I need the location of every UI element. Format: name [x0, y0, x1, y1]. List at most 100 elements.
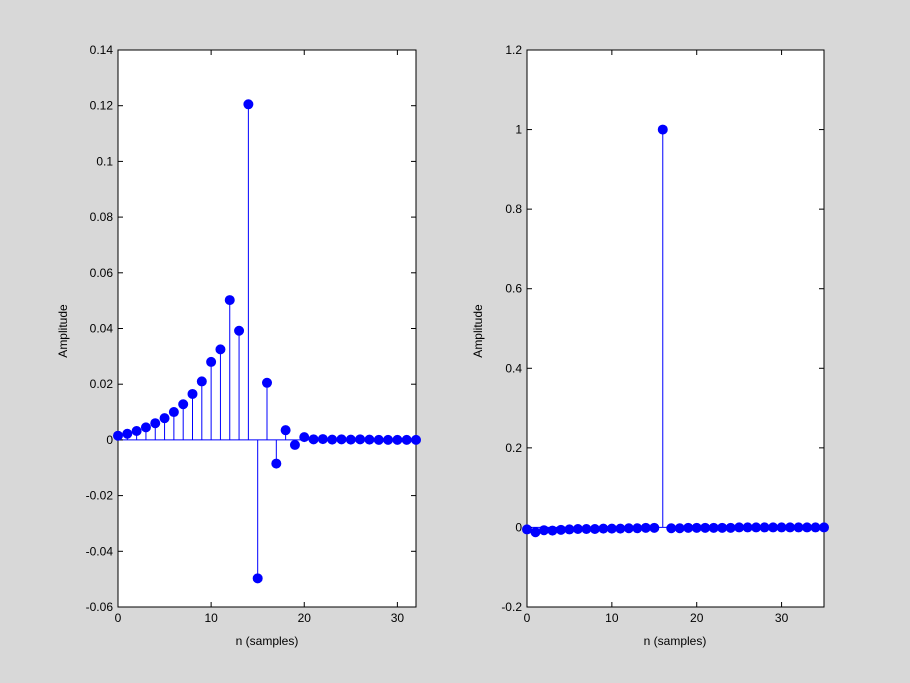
left-stem-marker — [401, 434, 412, 445]
left-ytick-label: 0.02 — [90, 377, 114, 391]
left-stem-marker — [271, 458, 282, 469]
left-xtick-label: 20 — [298, 611, 312, 625]
right-stem-marker — [606, 523, 617, 534]
left-stem-marker — [113, 430, 123, 441]
left-stem-marker — [308, 434, 319, 445]
left-stem-marker — [178, 399, 189, 410]
left-stem-marker — [206, 356, 217, 367]
left-ytick-label: -0.02 — [86, 489, 114, 503]
right-stem-marker — [615, 523, 626, 534]
right-stem-marker — [522, 524, 532, 535]
right-stem-marker — [717, 522, 728, 533]
right-stem-marker — [725, 522, 736, 533]
left-plot-area — [117, 49, 417, 608]
right-stem-marker — [555, 524, 566, 535]
left-ytick-label: 0 — [106, 433, 113, 447]
left-stem-marker — [280, 425, 291, 436]
left-stem-marker — [299, 432, 310, 443]
right-stem-marker — [708, 522, 719, 533]
right-stem-marker — [581, 524, 592, 535]
right-ytick-label: -0.2 — [501, 600, 522, 614]
right-stem-marker — [572, 524, 583, 535]
right-xlabel: n (samples) — [644, 634, 707, 648]
left-stem-marker — [355, 434, 366, 445]
left-stem-marker — [392, 434, 403, 445]
right-xtick-label: 0 — [524, 611, 531, 625]
left-stem-marker — [131, 425, 142, 436]
right-stem-marker — [700, 522, 711, 533]
right-ytick-label: 0.2 — [505, 441, 522, 455]
right-plot-area — [526, 49, 825, 608]
right-stem-marker — [751, 522, 762, 533]
right-stem-marker — [691, 522, 702, 533]
left-stem-marker — [196, 376, 207, 387]
left-stem-marker — [150, 418, 161, 429]
left-stem-marker — [234, 325, 245, 336]
left-ytick-label: -0.06 — [86, 600, 114, 614]
left-xtick-label: 10 — [204, 611, 218, 625]
right-xtick-label: 10 — [605, 611, 619, 625]
right-stem-marker — [589, 524, 600, 535]
left-ylabel: Amplitude — [56, 304, 70, 358]
right-stem-marker — [768, 522, 779, 533]
left-ytick-label: -0.04 — [86, 544, 114, 558]
right-stem-marker — [538, 525, 549, 536]
right-stem-marker — [632, 523, 643, 534]
right-stem-marker — [623, 523, 634, 534]
right-stem-marker — [776, 522, 787, 533]
left-ytick-label: 0.14 — [90, 43, 114, 57]
right-stem-marker — [640, 522, 651, 533]
left-stem-marker — [140, 422, 151, 433]
left-stem-marker — [336, 434, 347, 445]
left-stem-marker — [168, 407, 179, 418]
right-stem-marker — [793, 522, 804, 533]
right-stem-marker — [759, 522, 770, 533]
left-stem-marker — [317, 434, 328, 445]
left-stem-marker — [411, 434, 421, 445]
left-stem-plot: -0.06 -0.04 -0.02 0 0.02 0.04 0.06 0.08 0.1 0.12 0… — [56, 43, 421, 648]
right-xtick-label: 20 — [690, 611, 704, 625]
right-stem-marker — [785, 522, 796, 533]
left-stem-marker — [187, 388, 198, 399]
left-stem-marker — [122, 428, 133, 439]
right-stem-marker — [674, 523, 685, 534]
left-ytick-label: 0.12 — [90, 99, 114, 113]
right-ytick-label: 1.2 — [505, 43, 522, 57]
left-ytick-label: 0.06 — [90, 266, 114, 280]
right-ytick-label: 0.4 — [505, 361, 522, 375]
left-xtick-label: 30 — [391, 611, 405, 625]
right-stem-marker — [742, 522, 753, 533]
right-stem-marker — [683, 522, 694, 533]
right-stem-marker — [564, 524, 575, 535]
right-xtick-label: 30 — [775, 611, 789, 625]
left-stem-marker — [345, 434, 356, 445]
right-stem-marker — [598, 523, 609, 534]
right-stem-marker — [649, 522, 660, 533]
right-stem-marker — [734, 522, 745, 533]
right-ytick-label: 0.8 — [505, 202, 522, 216]
right-stem-marker — [657, 124, 668, 135]
left-stem-marker — [243, 99, 254, 110]
left-stem-marker — [327, 434, 338, 445]
right-ytick-label: 0.6 — [505, 282, 522, 296]
left-stem-marker — [215, 344, 226, 355]
right-stem-marker — [810, 522, 821, 533]
left-stem-marker — [252, 573, 263, 584]
right-ylabel: Amplitude — [471, 304, 485, 358]
left-ytick-label: 0.08 — [90, 210, 114, 224]
left-stem-marker — [373, 434, 384, 445]
left-ytick-label: 0.04 — [90, 322, 114, 336]
left-stem-marker — [159, 413, 170, 424]
left-ytick-label: 0.1 — [96, 154, 113, 168]
right-stem-marker — [547, 525, 558, 536]
right-stem-marker — [819, 522, 829, 533]
left-stem-marker — [364, 434, 375, 445]
left-stem-marker — [289, 439, 300, 450]
right-stem-marker — [666, 523, 677, 534]
right-stem-marker — [802, 522, 813, 533]
left-xlabel: n (samples) — [236, 634, 299, 648]
left-stem-marker — [224, 295, 235, 306]
right-ytick-label: 0 — [515, 520, 522, 534]
